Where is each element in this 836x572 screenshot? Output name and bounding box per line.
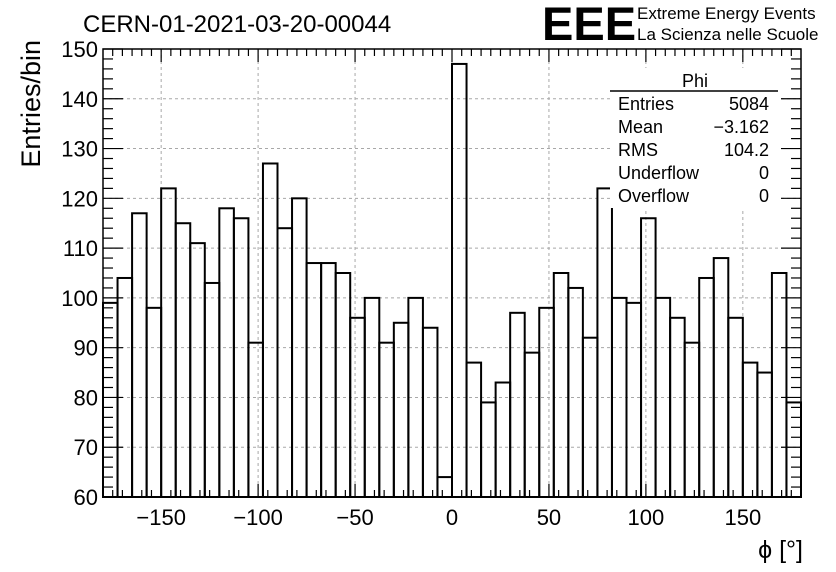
- histogram-bar: [640, 217, 657, 498]
- stats-row-label: Mean: [618, 117, 663, 137]
- histogram-bar: [174, 222, 192, 498]
- histogram-bar: [567, 286, 584, 498]
- x-tick-label: −150: [136, 505, 186, 530]
- stats-box: Phi Entries 5084 Mean −3.162 RMS 104.2 Underfl…: [610, 68, 780, 208]
- axis-ticks: [103, 48, 801, 498]
- x-tick-label: 0: [446, 505, 458, 530]
- histogram-bar: [465, 361, 483, 498]
- chart-title: CERN-01-2021-03-20-00044: [83, 11, 391, 38]
- y-axis-label: Entries/bin: [16, 40, 46, 168]
- histogram-bar: [698, 276, 715, 498]
- histogram-bar: [683, 341, 701, 499]
- histogram-bar: [581, 336, 599, 499]
- histogram-bar: [770, 272, 788, 498]
- y-tick-label: 110: [63, 236, 98, 261]
- y-tick-label: 100: [61, 286, 98, 311]
- stats-row-value: 5084: [729, 94, 769, 114]
- histogram-bar: [669, 316, 686, 498]
- stats-row-value: −3.162: [713, 117, 769, 137]
- logo-line-2: La Scienza nelle Scuole: [637, 25, 818, 44]
- histogram-bar: [189, 242, 206, 498]
- histogram-bar: [625, 301, 643, 498]
- histogram-bar: [349, 316, 366, 498]
- histogram-bar: [509, 311, 526, 499]
- y-tick-label: 140: [61, 87, 98, 112]
- histogram-bar: [334, 272, 352, 498]
- stats-row-label: Entries: [618, 94, 674, 114]
- histogram-bar: [378, 341, 395, 499]
- histogram-bar: [712, 257, 730, 499]
- histogram-bar: [160, 187, 177, 498]
- eee-logo-mark: EEE: [542, 0, 636, 50]
- histogram-bar: [727, 316, 744, 498]
- x-axis-label: ϕ [°]: [758, 536, 803, 564]
- histogram-bar: [291, 197, 308, 498]
- x-tick-label: 150: [724, 505, 761, 530]
- histogram-bar: [131, 212, 148, 498]
- y-tick-label: 60: [74, 485, 98, 510]
- x-tick-label: −50: [336, 505, 373, 530]
- histogram-bar: [102, 301, 119, 498]
- y-tick-label: 80: [74, 385, 98, 410]
- logo-line-1: Extreme Energy Events: [637, 4, 816, 23]
- y-tick-label: 70: [74, 435, 98, 460]
- y-tick-label: 130: [61, 137, 98, 162]
- histogram-bar: [538, 306, 555, 498]
- histogram-bar: [785, 401, 802, 498]
- histogram-bar: [421, 326, 439, 498]
- histogram-bar: [276, 227, 294, 498]
- stats-row-label: Underflow: [618, 163, 700, 183]
- stats-row-value: 0: [759, 186, 769, 206]
- x-tick-label: −100: [233, 505, 283, 530]
- histogram-bar: [451, 62, 468, 499]
- y-tick-label: 120: [61, 186, 98, 211]
- histogram-bar: [232, 217, 250, 498]
- histogram-bar: [436, 476, 454, 499]
- histogram-bar: [494, 381, 512, 498]
- histogram-bar: [596, 187, 613, 498]
- histogram-bar: [756, 371, 773, 498]
- stats-row-value: 0: [759, 163, 769, 183]
- y-tick-label: 90: [74, 336, 98, 361]
- histogram-bar: [552, 272, 570, 498]
- y-tick-labels: 60 70 80 90 100 110 120 130 140 150: [61, 37, 98, 510]
- histogram-bar: [392, 321, 410, 498]
- histogram-bar: [247, 341, 264, 499]
- stats-row-label: RMS: [618, 140, 658, 160]
- stats-row-value: 104.2: [724, 140, 769, 160]
- histogram-bar: [480, 401, 497, 498]
- logo: EEE Extreme Energy Events La Scienza nel…: [542, 0, 818, 50]
- stats-box-name: Phi: [682, 71, 708, 91]
- histogram-bar: [145, 306, 163, 498]
- histogram-bar: [741, 361, 759, 498]
- x-tick-labels: −150 −100 −50 0 50 100 150: [136, 505, 761, 530]
- stats-row-label: Overflow: [618, 186, 690, 206]
- x-tick-label: 50: [537, 505, 561, 530]
- histogram-bar: [363, 296, 381, 498]
- histogram-bar: [218, 207, 235, 499]
- y-tick-label: 150: [61, 37, 98, 62]
- histogram-bar: [116, 276, 134, 498]
- histogram-bar: [523, 351, 541, 498]
- x-tick-label: 100: [628, 505, 665, 530]
- histogram-bar: [203, 281, 221, 499]
